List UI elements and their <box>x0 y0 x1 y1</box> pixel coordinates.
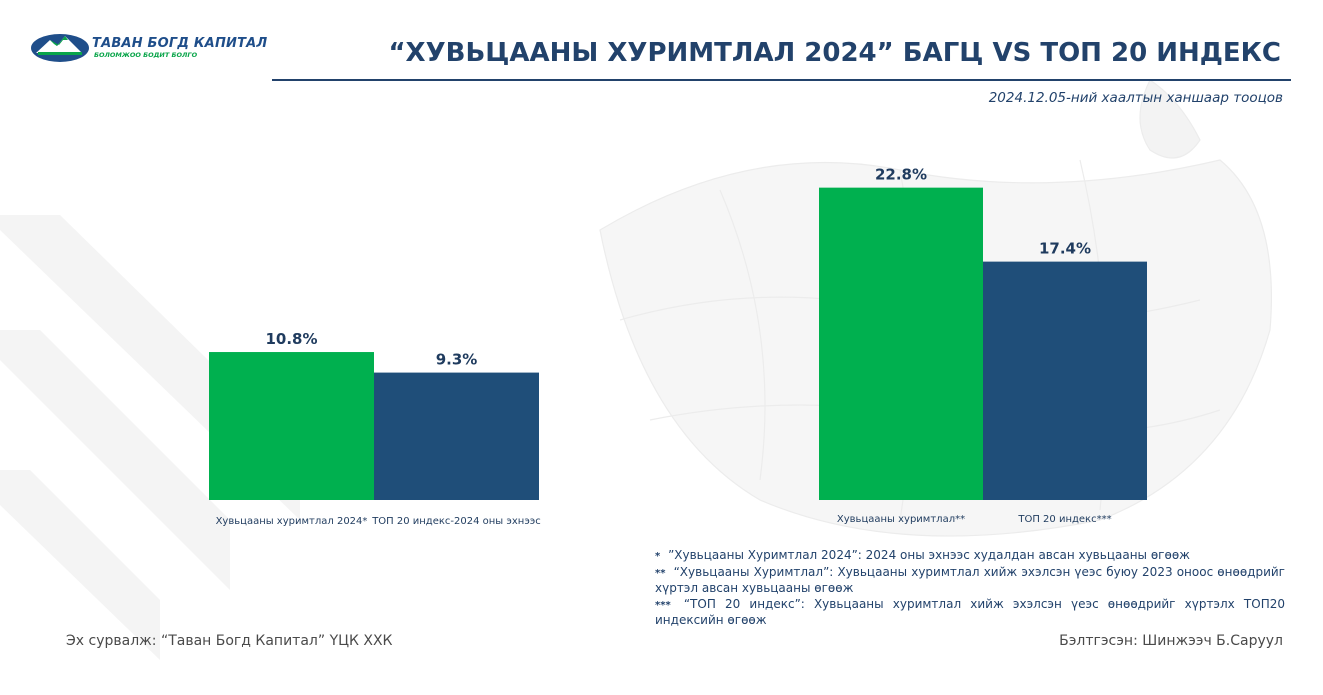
mountain-logo-icon <box>31 34 89 62</box>
category-label: Хувьцааны хуримтлал 2024* <box>216 516 368 527</box>
footnote-text: “Хувьцааны Хуримтлал”: Хувьцааны хуримтл… <box>655 564 1285 596</box>
data-label: 22.8% <box>875 166 927 184</box>
bar-chart-1: 10.8% Хувьцааны хуримтлал 2024* 9.3% ТОП 20… <box>209 330 541 527</box>
footnote-mark: ** <box>655 567 666 579</box>
category-label: ТОП 20 индекс*** <box>1017 514 1111 525</box>
bar <box>209 352 374 500</box>
company-logo: ТАВАН БОГД КАПИТАЛ БОЛОМЖОО БОДИТ БОЛГО <box>30 28 267 68</box>
data-label: 17.4% <box>1039 240 1091 258</box>
bar <box>374 372 539 500</box>
category-label: ТОП 20 индекс-2024 оны эхнээс <box>371 516 541 527</box>
bar-chart-2: 22.8% Хувьцааны хуримтлал** 17.4% ТОП 20 ин… <box>819 166 1147 525</box>
bar <box>819 187 983 500</box>
category-label: Хувьцааны хуримтлал** <box>837 514 965 525</box>
logo-name: ТАВАН БОГД КАПИТАЛ <box>92 36 268 51</box>
data-label: 10.8% <box>265 330 317 348</box>
footnote-text: ”Хувьцааны Хуримтлал 2024”: 2024 оны эхн… <box>668 548 1190 562</box>
bar <box>983 261 1147 500</box>
footnote-mark: *** <box>655 599 671 611</box>
page-title: “ХУВЬЦААНЫ ХУРИМТЛАЛ 2024” БАГЦ VS ТОП 2… <box>388 38 1281 68</box>
footnote-1: * ”Хувьцааны Хуримтлал 2024”: 2024 оны э… <box>655 548 1285 565</box>
page-subtitle: 2024.12.05-ний хаалтын ханшаар тооцов <box>988 90 1283 106</box>
footnote-2: ** “Хувьцааны Хуримтлал”: Хувьцааны хури… <box>655 565 1285 597</box>
footnotes: * ”Хувьцааны Хуримтлал 2024”: 2024 оны э… <box>655 548 1285 629</box>
data-label: 9.3% <box>436 351 478 369</box>
logo-tagline: БОЛОМЖОО БОДИТ БОЛГО <box>94 51 198 59</box>
footnote-text: “ТОП 20 индекс”: Хувьцааны хуримтлал хий… <box>655 596 1285 628</box>
footnote-mark: * <box>655 551 661 562</box>
source-note: Эх сурвалж: “Таван Богд Капитал” ҮЦК ХХК <box>66 633 393 649</box>
footnote-3: *** “ТОП 20 индекс”: Хувьцааны хуримтлал… <box>655 597 1285 629</box>
title-divider <box>272 79 1291 81</box>
prepared-by: Бэлтгэсэн: Шинжээч Б.Саруул <box>1059 633 1283 649</box>
